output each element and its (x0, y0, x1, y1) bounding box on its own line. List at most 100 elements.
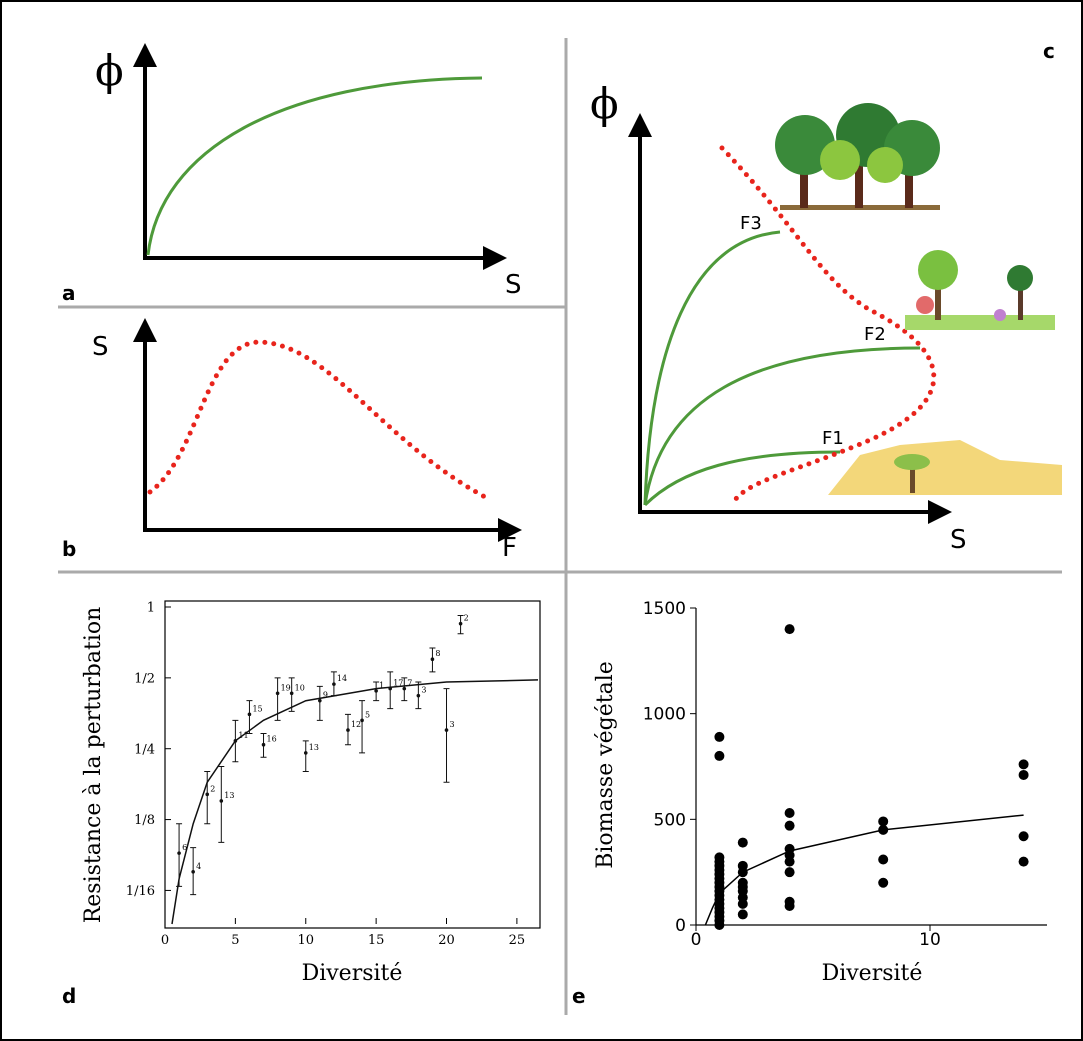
point (784, 807, 795, 818)
point (374, 689, 378, 693)
point-label: 5 (365, 710, 370, 719)
panel-b: S F b (62, 318, 522, 563)
y-label: ϕ (95, 46, 124, 95)
panel-letter: d (62, 984, 76, 1008)
x-tick-label: 25 (509, 933, 526, 948)
point-label: 10 (295, 683, 305, 692)
point-label: 8 (435, 649, 440, 658)
error-bar (443, 688, 450, 783)
x-tick-label: 15 (368, 933, 385, 948)
curve-label: F2 (864, 324, 886, 345)
y-label: S (92, 332, 109, 362)
panel-letter: e (572, 984, 586, 1008)
error-bar (302, 740, 309, 773)
curve (719, 145, 937, 503)
point (784, 896, 795, 907)
x-tick-label: 5 (231, 933, 239, 948)
point-label: 12 (351, 720, 361, 729)
y-tick-label: 500 (654, 810, 686, 830)
point-label: 9 (323, 691, 328, 700)
point-label: 14 (337, 674, 347, 683)
x-tick-label: 0 (691, 930, 702, 950)
point (784, 843, 795, 854)
panel-letter: b (62, 537, 76, 561)
point-label: 2 (464, 614, 469, 623)
point (784, 867, 795, 878)
y-tick-label: 1000 (643, 705, 686, 725)
point (714, 852, 725, 863)
curve (643, 346, 921, 506)
x-title: Diversité (822, 961, 923, 986)
point (714, 731, 725, 742)
point-label: 17 (393, 679, 403, 688)
y-title: Resistance à la perturbation (81, 607, 106, 924)
point (303, 751, 308, 755)
error-bar (316, 685, 323, 721)
point (737, 909, 748, 920)
curve-label: F1 (822, 428, 844, 449)
y-tick-label: 1/2 (134, 671, 155, 686)
point-label: 4 (196, 862, 201, 871)
point (737, 877, 748, 888)
panel-a: ϕ S a (62, 43, 522, 305)
point (878, 824, 889, 835)
curve (643, 230, 781, 506)
point (346, 728, 350, 732)
point (737, 860, 748, 871)
error-bar (218, 766, 225, 843)
point (444, 728, 449, 732)
point (233, 739, 238, 743)
x-label: F (502, 533, 517, 563)
point-label: 13 (309, 743, 319, 752)
point (332, 682, 336, 686)
y-tick-label: 1/8 (134, 813, 155, 828)
error-bar (246, 700, 253, 735)
x-tick-label: 10 (297, 933, 314, 948)
point (219, 799, 224, 803)
point (416, 693, 421, 698)
y-tick-label: 1/16 (126, 884, 155, 899)
panel-letter: c (1043, 39, 1055, 63)
dividers (58, 38, 1062, 1015)
point (737, 837, 748, 848)
curve (146, 76, 483, 256)
point (261, 742, 266, 747)
x-tick-label: 0 (161, 933, 169, 948)
point (1018, 856, 1029, 867)
point-label: 15 (252, 704, 262, 713)
point (191, 869, 195, 874)
point (878, 877, 889, 888)
point-label: 19 (281, 683, 291, 692)
point (430, 657, 435, 662)
error-bar (204, 771, 211, 825)
point (247, 712, 252, 717)
point (714, 750, 725, 761)
point (388, 686, 393, 691)
y-tick-label: 1500 (643, 599, 686, 619)
panel-c: ϕ S c F1 F2 F3 (590, 39, 1062, 555)
error-bar (274, 677, 281, 721)
curve (147, 339, 488, 500)
error-bar (176, 823, 183, 887)
x-tick-label: 10 (919, 930, 941, 950)
curve-label: F3 (740, 213, 762, 234)
point (360, 718, 364, 723)
desert-icon (828, 440, 1062, 495)
point (1018, 759, 1029, 770)
y-label: ϕ (590, 79, 619, 128)
plot-frame (164, 600, 541, 929)
shrubland-icon (905, 250, 1055, 330)
point (784, 820, 795, 831)
point-label: 2 (210, 784, 215, 793)
point-label: 3 (450, 720, 455, 729)
point (1018, 831, 1029, 842)
y-tick-label: 1/4 (134, 742, 155, 757)
curve (643, 450, 841, 507)
point (402, 686, 407, 691)
forest-icon (775, 103, 940, 210)
point (177, 851, 181, 855)
error-bar (359, 700, 366, 754)
point-label: 11 (238, 731, 248, 740)
